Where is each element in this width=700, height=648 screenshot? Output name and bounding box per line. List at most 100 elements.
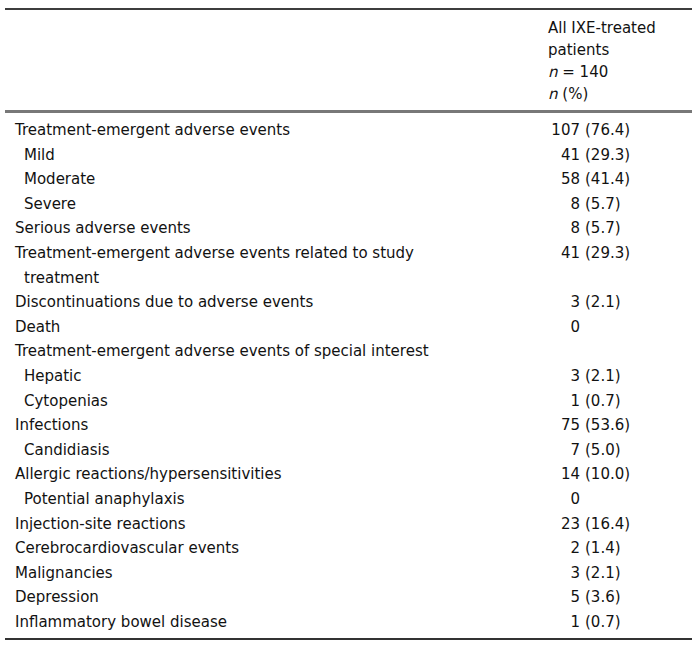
row-value: 7(5.0) (540, 438, 621, 463)
row-count: 0 (540, 315, 580, 340)
row-value: 0 (540, 487, 585, 512)
row-label: Allergic reactions/hypersensitivities (5, 462, 540, 487)
row-value: 1(0.7) (540, 389, 621, 414)
row-percent: (2.1) (585, 364, 621, 389)
table-row: Treatment-emergent adverse events107(76.… (5, 118, 692, 143)
column-header-line3: n = 140 (548, 61, 656, 83)
row-label: Treatment-emergent adverse events of spe… (5, 339, 540, 364)
table-row: Death0 (5, 315, 692, 340)
row-count: 2 (540, 536, 580, 561)
row-count: 1 (540, 389, 580, 414)
row-percent: (1.4) (585, 536, 621, 561)
row-count: 5 (540, 585, 580, 610)
table-body: Treatment-emergent adverse events107(76.… (5, 113, 692, 640)
table-row: Discontinuations due to adverse events3(… (5, 290, 692, 315)
row-value: 3(2.1) (540, 561, 621, 586)
table-row: Serious adverse events8(5.7) (5, 216, 692, 241)
n-percent-label: (%) (558, 85, 589, 103)
row-percent: (5.0) (585, 438, 621, 463)
row-count: 0 (540, 487, 580, 512)
column-header-line4: n (%) (548, 83, 656, 105)
column-header-line1: All IXE-treated (548, 17, 656, 39)
row-percent: (76.4) (585, 118, 630, 143)
row-label: Serious adverse events (5, 216, 540, 241)
row-value: 2(1.4) (540, 536, 621, 561)
row-percent: (0.7) (585, 389, 621, 414)
row-count: 7 (540, 438, 580, 463)
row-count: 107 (540, 118, 580, 143)
row-value: 107(76.4) (540, 118, 630, 143)
row-percent: (29.3) (585, 143, 630, 168)
row-percent: (5.7) (585, 192, 621, 217)
row-label: Inflammatory bowel disease (5, 610, 540, 635)
table-row: Allergic reactions/hypersensitivities14(… (5, 462, 692, 487)
table-row: Treatment-emergent adverse events of spe… (5, 339, 692, 364)
row-value: 23(16.4) (540, 512, 630, 537)
row-value: 41(29.3) (540, 143, 630, 168)
table-row: Severe8(5.7) (5, 192, 692, 217)
row-label: Treatment-emergent adverse events (5, 118, 540, 143)
row-count: 14 (540, 462, 580, 487)
table-row: Inflammatory bowel disease1(0.7) (5, 610, 692, 635)
row-percent: (2.1) (585, 290, 621, 315)
row-value: 41(29.3) (540, 241, 630, 266)
row-value: 0 (540, 315, 585, 340)
table-row: Hepatic3(2.1) (5, 364, 692, 389)
row-count: 41 (540, 241, 580, 266)
row-percent: (10.0) (585, 462, 630, 487)
table-row: Injection-site reactions23(16.4) (5, 512, 692, 537)
row-label: Death (5, 315, 540, 340)
row-label: Severe (5, 192, 549, 217)
row-value: 8(5.7) (540, 216, 621, 241)
row-value: 1(0.7) (540, 610, 621, 635)
row-label: Potential anaphylaxis (5, 487, 549, 512)
row-value: 8(5.7) (540, 192, 621, 217)
row-label: Candidiasis (5, 438, 549, 463)
table-row: Cerebrocardiovascular events2(1.4) (5, 536, 692, 561)
row-label: Cerebrocardiovascular events (5, 536, 540, 561)
row-percent: (29.3) (585, 241, 630, 266)
column-header-line2: patients (548, 39, 656, 61)
row-count: 1 (540, 610, 580, 635)
row-count: 3 (540, 561, 580, 586)
row-label: Discontinuations due to adverse events (5, 290, 540, 315)
row-value: 5(3.6) (540, 585, 621, 610)
row-label: Cytopenias (5, 389, 549, 414)
row-label: Treatment-emergent adverse events relate… (5, 241, 540, 266)
row-count: 75 (540, 413, 580, 438)
row-percent: (0.7) (585, 610, 621, 635)
table-row: Infections75(53.6) (5, 413, 692, 438)
italic-n: n (548, 63, 558, 81)
row-value: 14(10.0) (540, 462, 630, 487)
row-percent: (41.4) (585, 167, 630, 192)
adverse-events-table: All IXE-treated patients n = 140 n (%) T… (5, 8, 692, 640)
row-percent: (3.6) (585, 585, 621, 610)
table-row: Candidiasis7(5.0) (5, 438, 692, 463)
row-percent: (16.4) (585, 512, 630, 537)
table-row: Potential anaphylaxis0 (5, 487, 692, 512)
row-count: 3 (540, 290, 580, 315)
row-label: Depression (5, 585, 540, 610)
row-label: Malignancies (5, 561, 540, 586)
row-percent: (53.6) (585, 413, 630, 438)
row-count: 8 (540, 192, 580, 217)
row-value: 75(53.6) (540, 413, 630, 438)
table-row: Depression5(3.6) (5, 585, 692, 610)
n-equals-value: = 140 (558, 63, 609, 81)
row-label: Mild (5, 143, 549, 168)
row-percent: (5.7) (585, 216, 621, 241)
row-label-continuation: treatment (5, 266, 692, 291)
table-row: Mild41(29.3) (5, 143, 692, 168)
row-value: 58(41.4) (540, 167, 630, 192)
table-row: Moderate58(41.4) (5, 167, 692, 192)
row-count: 23 (540, 512, 580, 537)
row-count: 3 (540, 364, 580, 389)
column-header-all-ixe-treated: All IXE-treated patients n = 140 n (%) (548, 17, 656, 105)
row-label: Hepatic (5, 364, 549, 389)
row-label: Moderate (5, 167, 549, 192)
italic-n: n (548, 85, 558, 103)
table-row: Cytopenias1(0.7) (5, 389, 692, 414)
table-row: Malignancies3(2.1) (5, 561, 692, 586)
table-row: Treatment-emergent adverse events relate… (5, 241, 692, 290)
row-value: 3(2.1) (540, 364, 621, 389)
